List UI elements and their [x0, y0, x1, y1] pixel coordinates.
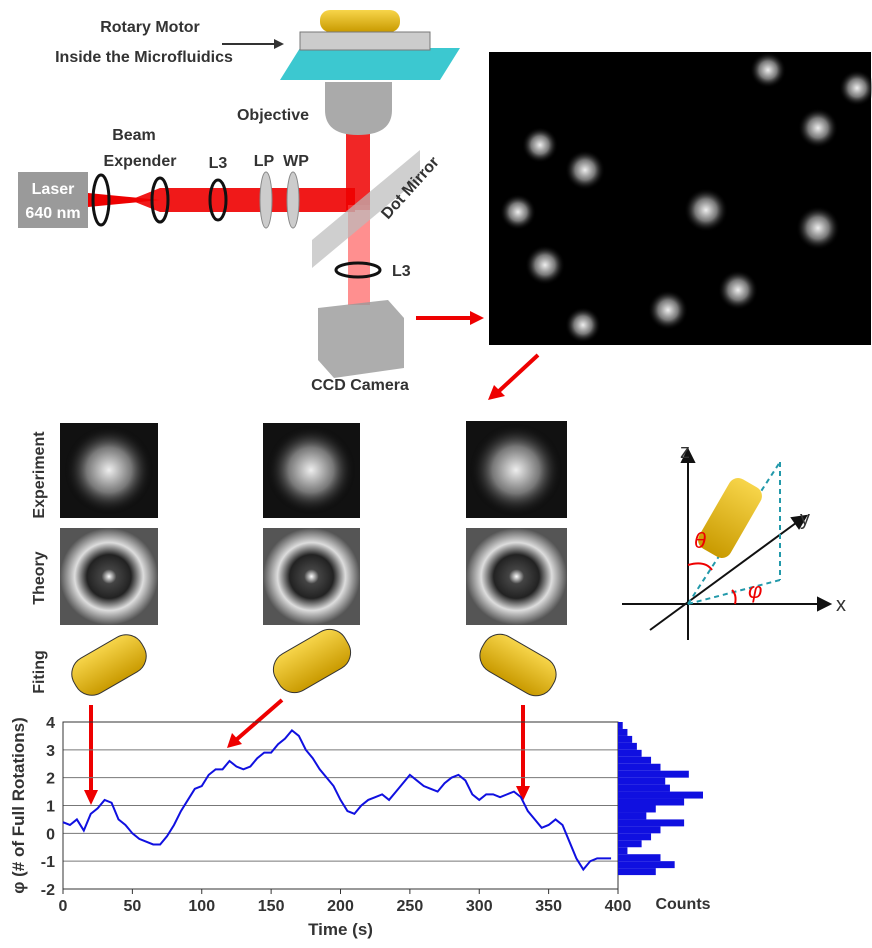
x-tick-label: 300	[466, 898, 493, 915]
histogram-label: Counts	[655, 896, 710, 913]
stage	[280, 48, 460, 80]
x-tick-label: 250	[397, 898, 424, 915]
polarizer	[260, 172, 272, 228]
x-tick-label: 100	[188, 898, 215, 915]
histogram-bar	[618, 819, 684, 826]
setup: Rotary Motor Inside the Microfluidics Ob…	[18, 10, 538, 400]
histogram-bar	[618, 812, 646, 819]
row-label: Experiment	[31, 431, 48, 519]
histogram-bar	[618, 743, 637, 750]
x-tick-label: 50	[123, 898, 141, 915]
label: Objective	[237, 107, 309, 124]
arrow	[498, 355, 538, 392]
y-tick-label: 3	[46, 743, 55, 760]
histogram-bar	[618, 868, 656, 875]
y-tick-label: 4	[46, 715, 55, 732]
histogram-bar	[618, 764, 661, 771]
y-tick-label: 1	[46, 799, 55, 816]
x-tick-label: 0	[59, 898, 68, 915]
label: L3	[209, 155, 228, 172]
x-tick-label: 400	[605, 898, 632, 915]
label: L3	[392, 263, 411, 280]
label: 640 nm	[25, 205, 80, 222]
beam	[130, 188, 355, 212]
histogram-bar	[618, 729, 627, 736]
arrowhead	[470, 311, 484, 325]
axis-label: z	[680, 441, 690, 463]
x-tick-label: 150	[258, 898, 285, 915]
angle-label: θ	[694, 528, 706, 553]
histogram-bar	[618, 785, 670, 792]
y-tick-label: -1	[41, 854, 55, 871]
label: Inside the Microfluidics	[55, 49, 233, 66]
motor	[320, 10, 400, 32]
angle-diagram	[622, 450, 830, 640]
objective	[325, 82, 392, 135]
histogram-bar	[618, 833, 651, 840]
histogram-bar	[618, 840, 642, 847]
label: Expender	[104, 153, 177, 170]
label: Laser	[32, 181, 75, 198]
histogram-bar	[618, 771, 689, 778]
histogram-bar	[618, 861, 675, 868]
camera	[318, 300, 404, 378]
x-tick-label: 200	[327, 898, 354, 915]
histogram-bar	[618, 792, 703, 799]
histogram-bar	[618, 847, 627, 854]
x-axis-title: Time (s)	[308, 920, 373, 939]
micrograph	[489, 52, 872, 345]
figure: Rotary Motor Inside the Microfluidics Ob…	[0, 0, 872, 943]
histogram-bar	[618, 757, 651, 764]
arrowhead	[274, 39, 284, 49]
histogram-bar	[618, 854, 661, 861]
axis-label: y	[800, 508, 810, 530]
histogram-bar	[618, 736, 632, 743]
label: LP	[254, 153, 275, 170]
series-line	[63, 730, 611, 869]
y-tick-label: 2	[46, 771, 55, 788]
x-tick-label: 350	[535, 898, 562, 915]
label: Beam	[112, 127, 156, 144]
histogram-bar	[618, 778, 665, 785]
histogram-bar	[618, 826, 661, 833]
image-grid	[60, 421, 567, 805]
histogram-bar	[618, 722, 623, 729]
y-axis-title: φ (# of Full Rotations)	[9, 717, 28, 893]
motor-chip	[300, 32, 430, 50]
histogram-bar	[618, 799, 684, 806]
histogram-bar	[618, 750, 642, 757]
row-label: Theory	[31, 551, 48, 604]
histogram-bar	[618, 806, 656, 813]
axis-label: x	[836, 594, 846, 616]
label: Rotary Motor	[100, 19, 200, 36]
angle-label: φ	[748, 578, 762, 603]
label: WP	[283, 153, 309, 170]
y-tick-label: -2	[41, 882, 55, 899]
label: CCD Camera	[311, 377, 409, 394]
row-label: Fiting	[31, 650, 48, 694]
y-tick-label: 0	[46, 826, 55, 843]
waveplate	[287, 172, 299, 228]
